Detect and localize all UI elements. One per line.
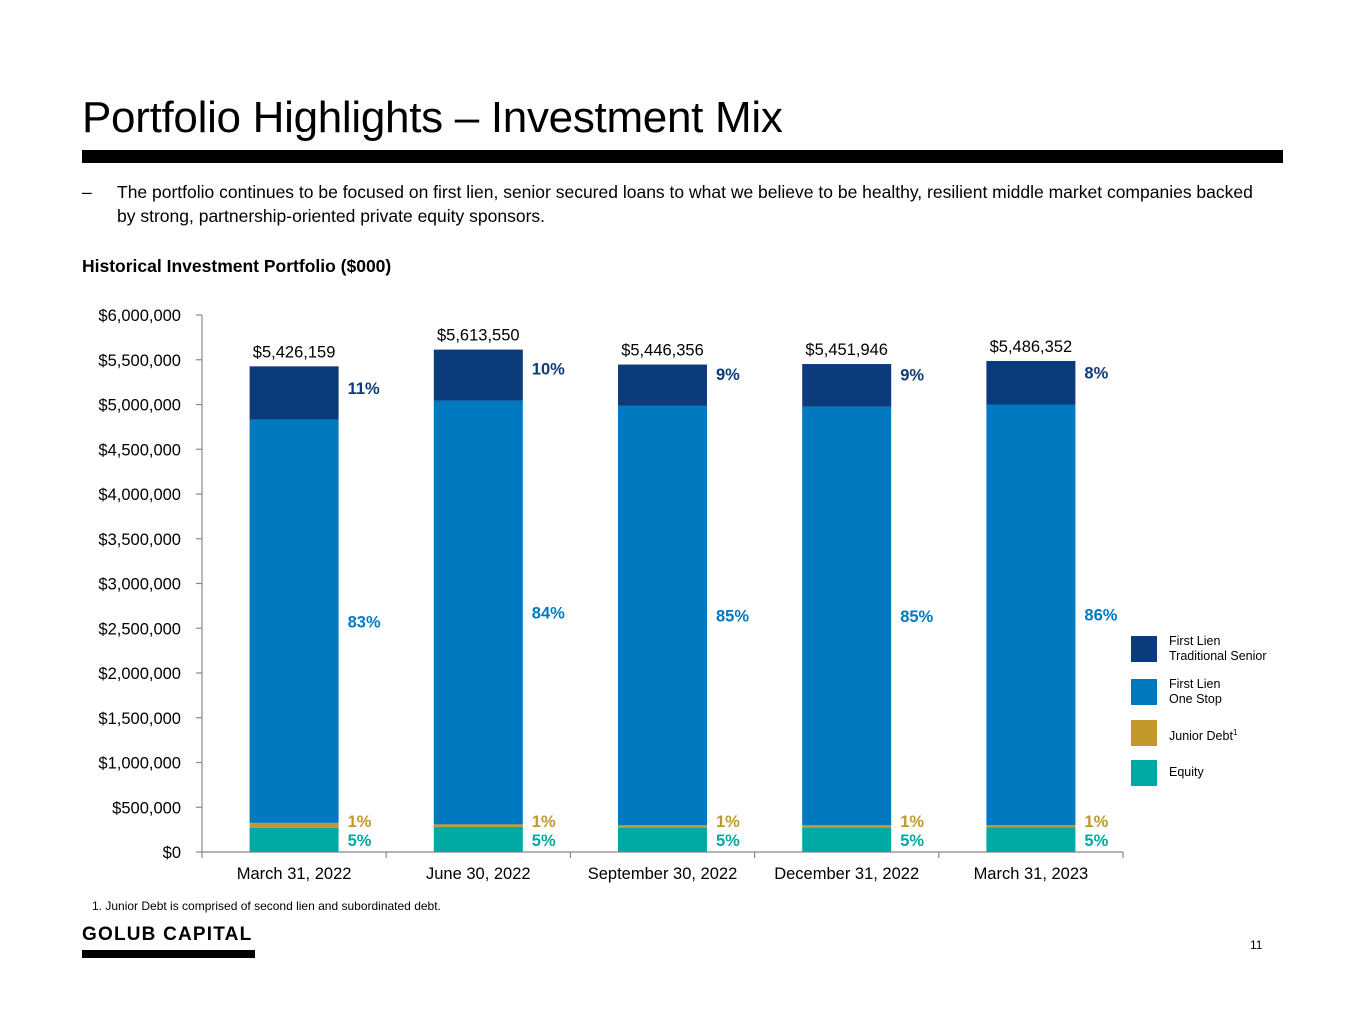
bar-segment <box>433 400 523 825</box>
chart-title: Historical Investment Portfolio ($000) <box>82 256 392 276</box>
bar-total-label: $5,446,356 <box>621 342 704 360</box>
segment-percent-label: 11% <box>348 380 380 398</box>
title-rule <box>82 150 1283 163</box>
legend-label: First Lien One Stop <box>1169 677 1222 706</box>
y-tick-label: $4,500,000 <box>98 441 181 459</box>
bar-segment <box>249 827 339 852</box>
segment-percent-label: 1% <box>348 813 372 831</box>
legend-item: First Lien Traditional Senior <box>1131 634 1331 664</box>
legend-swatch <box>1131 760 1157 786</box>
segment-percent-label: 5% <box>900 832 924 850</box>
x-tick-label: March 31, 2023 <box>974 865 1089 883</box>
bar-segment <box>618 827 707 852</box>
bar-segment <box>249 822 339 828</box>
segment-percent-label: 83% <box>348 613 381 631</box>
bar-segment <box>433 349 523 401</box>
bar-segment <box>433 826 523 852</box>
segment-percent-label: 5% <box>532 832 556 850</box>
segment-percent-label: 1% <box>900 813 924 831</box>
y-tick-label: $500,000 <box>112 799 181 817</box>
bar-segment <box>618 364 707 406</box>
footnote: 1. Junior Debt is comprised of second li… <box>92 899 441 913</box>
bar-segment <box>618 825 707 828</box>
segment-percent-label: 1% <box>1084 813 1108 831</box>
segment-percent-label: 5% <box>1084 832 1108 850</box>
bullet-point: – The portfolio continues to be focused … <box>82 180 1272 228</box>
y-tick-label: $5,500,000 <box>98 352 181 370</box>
bar-total-label: $5,426,159 <box>253 343 336 361</box>
legend-swatch <box>1131 636 1157 662</box>
y-tick-label: $0 <box>163 844 181 862</box>
y-tick-label: $4,000,000 <box>98 486 181 504</box>
y-tick-label: $2,500,000 <box>98 620 181 638</box>
legend-swatch <box>1131 720 1157 746</box>
bullet-dash: – <box>82 182 92 202</box>
segment-percent-label: 5% <box>348 832 372 850</box>
legend-label: Equity <box>1169 765 1204 779</box>
legend-item: First Lien One Stop <box>1131 677 1331 707</box>
legend-label: Junior Debt1 <box>1169 728 1238 744</box>
logo-rule <box>82 950 255 958</box>
bar-segment <box>986 404 1076 825</box>
y-tick-label: $1,000,000 <box>98 755 181 773</box>
y-tick-label: $1,500,000 <box>98 710 181 728</box>
company-logo: GOLUB CAPITAL <box>82 924 253 945</box>
legend-label: First Lien Traditional Senior <box>1169 634 1267 663</box>
bullet-text: The portfolio continues to be focused on… <box>117 182 1253 226</box>
segment-percent-label: 5% <box>716 832 740 850</box>
segment-percent-label: 1% <box>716 813 740 831</box>
bar-total-label: $5,613,550 <box>437 327 520 345</box>
bar-segment <box>433 824 523 827</box>
segment-percent-label: 10% <box>532 361 565 379</box>
x-tick-label: June 30, 2022 <box>426 865 531 883</box>
segment-percent-label: 1% <box>532 813 556 831</box>
bar-segment <box>802 364 892 407</box>
bar-segment <box>802 825 892 828</box>
y-tick-label: $6,000,000 <box>98 307 181 325</box>
segment-percent-label: 85% <box>900 608 933 626</box>
page-number: 11 <box>1250 938 1263 952</box>
bar-total-label: $5,486,352 <box>990 338 1073 356</box>
y-tick-label: $5,000,000 <box>98 397 181 415</box>
stacked-bar-chart: $0 $500,000 $1,000,000 $1,500,000 $2,000,000… <box>98 307 1124 883</box>
x-tick-label: December 31, 2022 <box>774 865 919 883</box>
legend-item: Equity <box>1131 758 1331 788</box>
y-tick-label: $2,000,000 <box>98 665 181 683</box>
bar-segment <box>986 824 1076 828</box>
segment-percent-label: 85% <box>716 608 749 626</box>
legend-item: Junior Debt1 <box>1131 718 1331 748</box>
x-tick-label: September 30, 2022 <box>588 865 738 883</box>
y-tick-label: $3,500,000 <box>98 531 181 549</box>
bar-segment <box>618 405 707 826</box>
bar-segment <box>249 419 339 823</box>
segment-percent-label: 8% <box>1084 364 1108 382</box>
bar-segment <box>802 406 892 826</box>
bar-total-label: $5,451,946 <box>805 341 888 359</box>
segment-percent-label: 9% <box>716 366 740 384</box>
y-tick-label: $3,000,000 <box>98 576 181 594</box>
legend-swatch <box>1131 679 1157 705</box>
segment-percent-label: 9% <box>900 367 924 385</box>
x-tick-label: March 31, 2022 <box>237 865 352 883</box>
bar-segment <box>986 827 1076 852</box>
segment-percent-label: 86% <box>1084 607 1117 625</box>
bar-segment <box>802 827 892 852</box>
segment-percent-label: 84% <box>532 604 565 622</box>
bar-segment <box>986 360 1076 405</box>
page-title: Portfolio Highlights – Investment Mix <box>82 93 783 142</box>
bar-segment <box>249 366 339 420</box>
